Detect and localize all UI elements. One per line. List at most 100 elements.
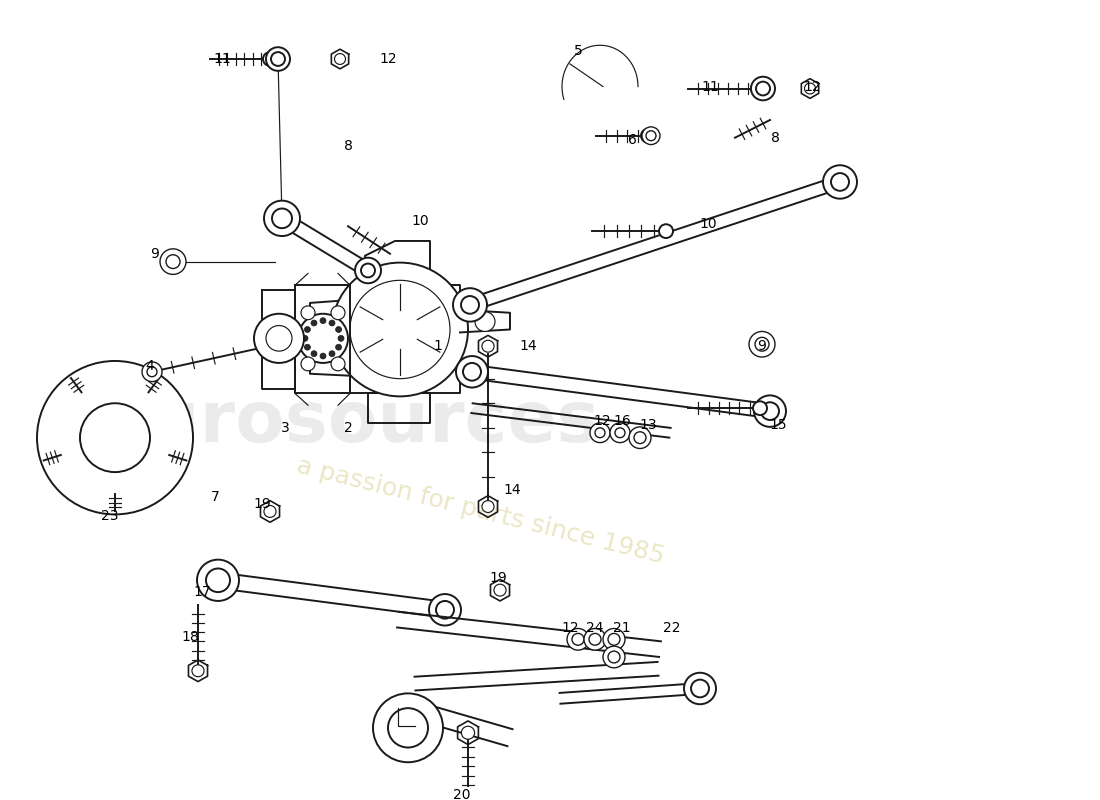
Circle shape [436,601,454,618]
Circle shape [634,432,646,443]
Circle shape [80,403,150,472]
Circle shape [754,402,767,415]
Circle shape [272,209,292,228]
Text: a passion for parts since 1985: a passion for parts since 1985 [294,454,667,569]
Text: 22: 22 [663,621,681,634]
Circle shape [166,254,180,269]
Circle shape [830,173,849,191]
Circle shape [305,344,310,350]
Circle shape [206,569,230,592]
Circle shape [338,335,344,342]
Text: 6: 6 [628,133,637,146]
Circle shape [749,331,775,357]
Circle shape [804,83,815,94]
Circle shape [301,306,315,320]
Circle shape [266,326,292,351]
Text: 9: 9 [151,246,160,261]
Circle shape [595,428,605,438]
Circle shape [461,296,478,314]
Circle shape [191,665,205,677]
Circle shape [254,314,304,363]
Circle shape [350,280,450,378]
Circle shape [761,402,779,420]
Circle shape [461,726,474,739]
Text: 12: 12 [379,52,397,66]
Circle shape [823,166,857,198]
Circle shape [388,708,428,747]
Text: 17: 17 [194,585,211,599]
Circle shape [142,362,162,382]
Text: 3: 3 [280,421,289,435]
Text: 23: 23 [101,510,119,523]
Circle shape [608,634,620,646]
Circle shape [271,52,285,66]
Circle shape [266,47,290,71]
Circle shape [629,427,651,449]
Circle shape [197,560,239,601]
Text: 12: 12 [593,414,611,428]
Text: 1: 1 [433,339,442,354]
Text: 12: 12 [803,79,821,94]
Circle shape [475,312,495,331]
Text: 12: 12 [561,621,579,634]
Circle shape [590,423,610,442]
Circle shape [603,646,625,668]
Circle shape [482,501,494,513]
Circle shape [264,201,300,236]
Circle shape [331,306,345,320]
Circle shape [311,350,317,357]
Circle shape [320,353,326,359]
Circle shape [566,629,588,650]
Text: 8: 8 [771,130,780,145]
Text: 15: 15 [769,418,786,432]
Circle shape [355,258,381,283]
Text: 13: 13 [639,418,657,432]
Circle shape [572,634,584,646]
Circle shape [301,357,315,370]
Text: 24: 24 [586,621,604,634]
Circle shape [584,629,606,650]
Circle shape [756,82,770,95]
Circle shape [332,262,468,396]
Circle shape [37,361,192,514]
Circle shape [336,326,342,333]
Circle shape [494,584,506,596]
Text: 21: 21 [613,621,630,634]
Text: 2: 2 [343,421,352,435]
Circle shape [429,594,461,626]
Text: 19: 19 [490,571,507,586]
Circle shape [453,288,487,322]
Circle shape [311,320,317,326]
Text: 16: 16 [613,414,631,428]
Circle shape [615,428,625,438]
Text: 18: 18 [182,630,199,644]
Circle shape [642,127,660,145]
Circle shape [610,423,630,442]
Text: 11: 11 [701,79,719,94]
Circle shape [305,326,310,333]
Circle shape [463,363,481,381]
Text: 11: 11 [213,52,231,66]
Text: 10: 10 [700,218,717,231]
Circle shape [264,506,276,518]
Text: 4: 4 [145,359,154,373]
Circle shape [298,314,348,363]
Circle shape [482,340,494,352]
Circle shape [588,634,601,646]
Circle shape [336,344,342,350]
Circle shape [334,54,345,65]
Circle shape [646,131,656,141]
Circle shape [373,694,443,762]
Circle shape [329,320,336,326]
Text: 8: 8 [343,138,352,153]
Text: 9: 9 [758,339,767,354]
Circle shape [751,77,776,100]
Circle shape [754,395,786,427]
Text: 14: 14 [519,339,537,354]
Circle shape [320,318,326,323]
Circle shape [751,82,764,95]
Circle shape [659,224,673,238]
Text: 20: 20 [453,788,471,800]
Circle shape [331,357,345,370]
Text: eurosources: eurosources [100,389,601,458]
